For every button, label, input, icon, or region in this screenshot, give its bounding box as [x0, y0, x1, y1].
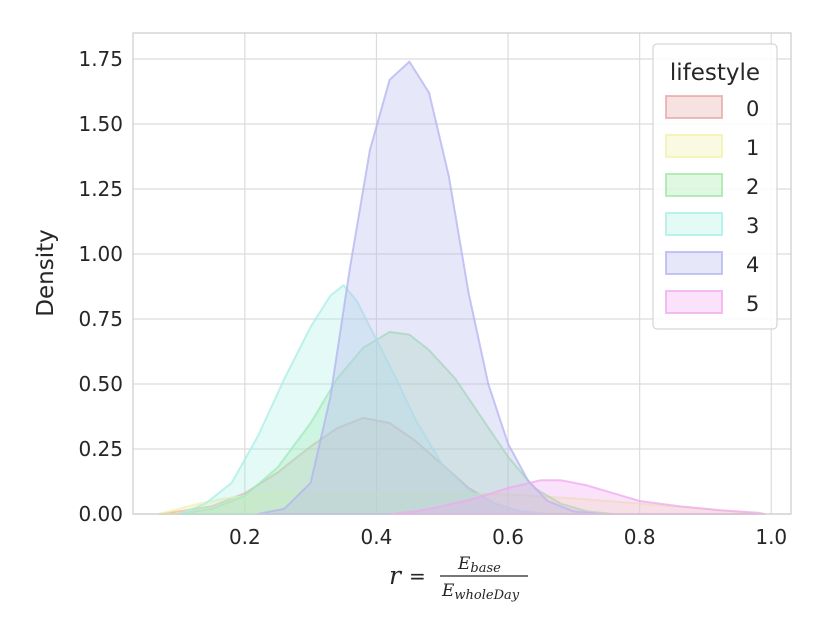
legend-label: 2 [746, 175, 759, 199]
y-tick-label: 1.75 [78, 47, 123, 71]
legend-label: 4 [746, 253, 759, 277]
x-axis-label-lhs: r [389, 561, 403, 590]
legend: lifestyle 0 1 2 3 4 5 [652, 43, 778, 330]
legend-item: 2 [665, 173, 759, 199]
legend-swatch [665, 251, 723, 275]
legend-label: 3 [746, 214, 759, 238]
y-tick-label: 0.00 [78, 502, 123, 526]
x-axis-denominator-subscript: wholeDay [454, 588, 519, 603]
x-tick-labels: 0.2 0.4 0.6 0.8 1.0 [229, 525, 787, 549]
x-tick-label: 0.4 [361, 525, 393, 549]
x-tick-label: 0.8 [624, 525, 656, 549]
legend-swatch [665, 290, 723, 314]
legend-label: 0 [746, 97, 759, 121]
x-axis-denominator-symbol: E [441, 581, 455, 601]
density-area-lifestyle-4 [257, 60, 602, 515]
x-tick-label: 1.0 [755, 525, 787, 549]
legend-label: 1 [746, 136, 759, 160]
x-axis-label-equals: = [409, 564, 426, 588]
y-tick-label: 1.00 [78, 242, 123, 266]
density-series [158, 60, 766, 515]
legend-item: 5 [665, 290, 759, 316]
x-axis-denominator: EwholeDay [441, 581, 520, 603]
y-tick-label: 0.50 [78, 372, 123, 396]
legend-swatch [665, 173, 723, 197]
density-area-lifestyle-5 [388, 479, 766, 515]
y-tick-label: 0.25 [78, 437, 123, 461]
legend-swatch [665, 95, 723, 119]
y-tick-label: 0.75 [78, 307, 123, 331]
legend-title: lifestyle [670, 60, 760, 86]
x-axis-numerator: Ebase [457, 554, 501, 576]
legend-box [652, 43, 778, 330]
y-tick-label: 1.50 [78, 112, 123, 136]
legend-item: 0 [665, 95, 759, 121]
legend-item: 1 [665, 134, 759, 160]
y-axis-label: Density [33, 229, 59, 316]
legend-item: 3 [665, 212, 759, 238]
legend-swatch [665, 134, 723, 158]
x-axis-numerator-subscript: base [470, 561, 501, 576]
legend-items: 0 1 2 3 4 5 [665, 95, 759, 316]
density-area-lifestyle-3 [178, 284, 549, 515]
y-tick-label: 1.25 [78, 177, 123, 201]
y-tick-labels: 0.00 0.25 0.50 0.75 1.00 1.25 1.50 1.75 [78, 47, 123, 526]
x-axis-numerator-symbol: E [457, 554, 471, 574]
legend-swatch [665, 212, 723, 236]
legend-item: 4 [665, 251, 759, 277]
x-axis-label: r = Ebase EwholeDay [389, 554, 528, 603]
density-area-lifestyle-2 [178, 331, 615, 515]
plot-frame [132, 32, 792, 515]
x-tick-label: 0.2 [229, 525, 261, 549]
x-tick-label: 0.6 [492, 525, 524, 549]
legend-label: 5 [746, 292, 759, 316]
